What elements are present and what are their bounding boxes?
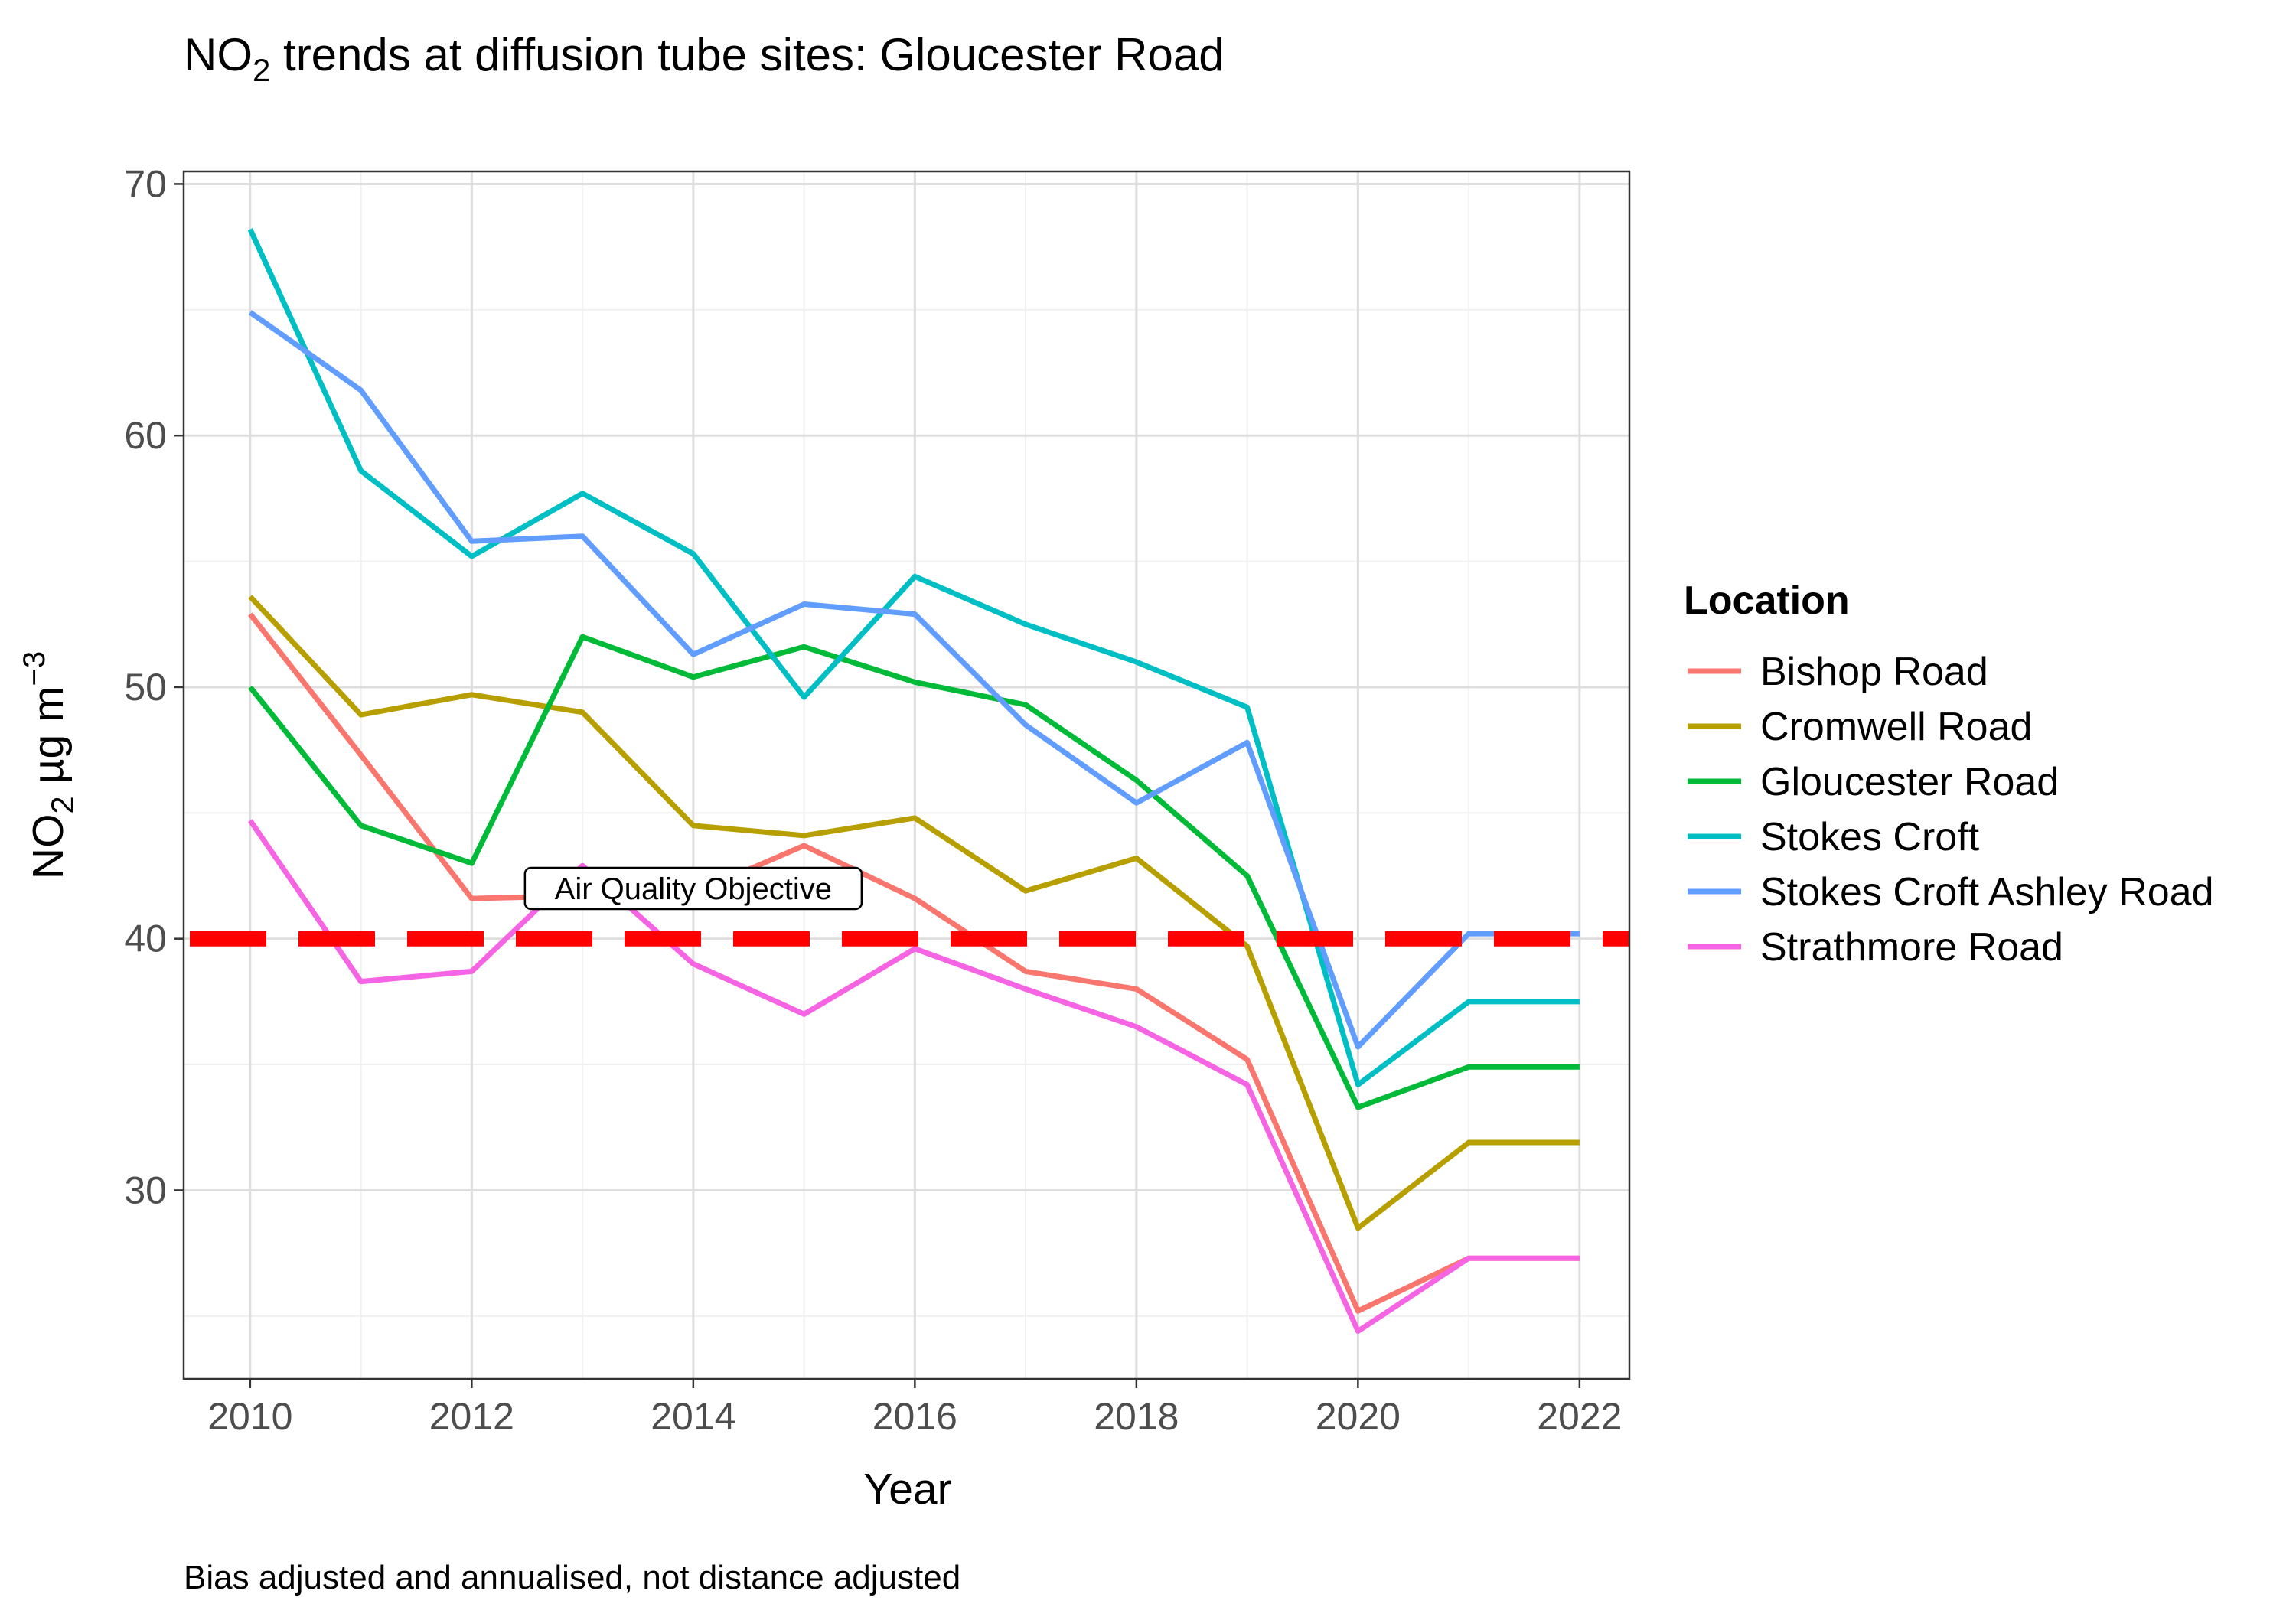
series-line-stokes-croft-ashley-road xyxy=(248,310,1580,1050)
legend-item: Bishop Road xyxy=(1688,650,1988,694)
plot-border xyxy=(182,170,1631,1380)
annotation-box xyxy=(523,866,863,911)
y-tick-label: 70 xyxy=(124,162,167,205)
reference-annotation: Air Quality Objective xyxy=(523,866,863,911)
legend-label: Cromwell Road xyxy=(1760,705,2032,749)
panel-background xyxy=(184,171,1629,1379)
x-axis-title: Year xyxy=(863,1465,951,1514)
y-axis-title: NO2 µg m−3 xyxy=(18,651,80,879)
legend: Bishop Road Cromwell Road Gloucester Road S… xyxy=(1688,650,2214,970)
legend-label: Stokes Croft xyxy=(1760,815,1980,859)
x-tick-label: 2020 xyxy=(1316,1395,1401,1438)
legend-item: Gloucester Road xyxy=(1688,760,2059,804)
chart-caption: Bias adjusted and annualised, not distan… xyxy=(184,1559,960,1596)
plot-panel xyxy=(184,171,1629,1379)
x-tick-label: 2012 xyxy=(429,1395,514,1438)
y-tick-label: 30 xyxy=(124,1169,167,1211)
legend-label: Gloucester Road xyxy=(1760,760,2059,804)
x-tick-label: 2018 xyxy=(1094,1395,1179,1438)
series-line-bishop-road xyxy=(248,612,1580,1314)
x-tick-label: 2016 xyxy=(872,1395,957,1438)
legend-item: Strathmore Road xyxy=(1688,925,2063,970)
x-tick-label: 2010 xyxy=(207,1395,292,1438)
legend-item: Stokes Croft xyxy=(1688,815,1980,859)
panel-border xyxy=(182,170,1631,1380)
series-line-gloucester-road xyxy=(248,634,1580,1110)
x-tick-label: 2014 xyxy=(651,1395,735,1438)
series-lines xyxy=(247,228,1580,1334)
annotation-label: Air Quality Objective xyxy=(555,872,832,906)
x-tick-label: 2022 xyxy=(1537,1395,1622,1438)
series-line-stokes-croft xyxy=(247,228,1580,1087)
y-tick-label: 60 xyxy=(124,414,167,457)
y-tick-label: 50 xyxy=(124,666,167,709)
legend-title: Location xyxy=(1684,579,1850,623)
legend-label: Bishop Road xyxy=(1760,650,1988,694)
x-axis: 2010 2012 2014 2016 2018 2020 2022 xyxy=(207,1379,1622,1438)
legend-item: Stokes Croft Ashley Road xyxy=(1688,870,2214,914)
gridlines xyxy=(184,171,1629,1379)
y-axis: 30 40 50 60 70 xyxy=(124,162,184,1211)
series-line-cromwell-road xyxy=(248,595,1580,1231)
chart-title: NO2 trends at diffusion tube sites: Glou… xyxy=(184,29,1225,88)
series-line-strathmore-road xyxy=(248,819,1580,1334)
legend-item: Cromwell Road xyxy=(1688,705,2032,749)
y-tick-label: 40 xyxy=(124,918,167,960)
legend-label: Stokes Croft Ashley Road xyxy=(1760,870,2214,914)
legend-label: Strathmore Road xyxy=(1760,925,2063,970)
